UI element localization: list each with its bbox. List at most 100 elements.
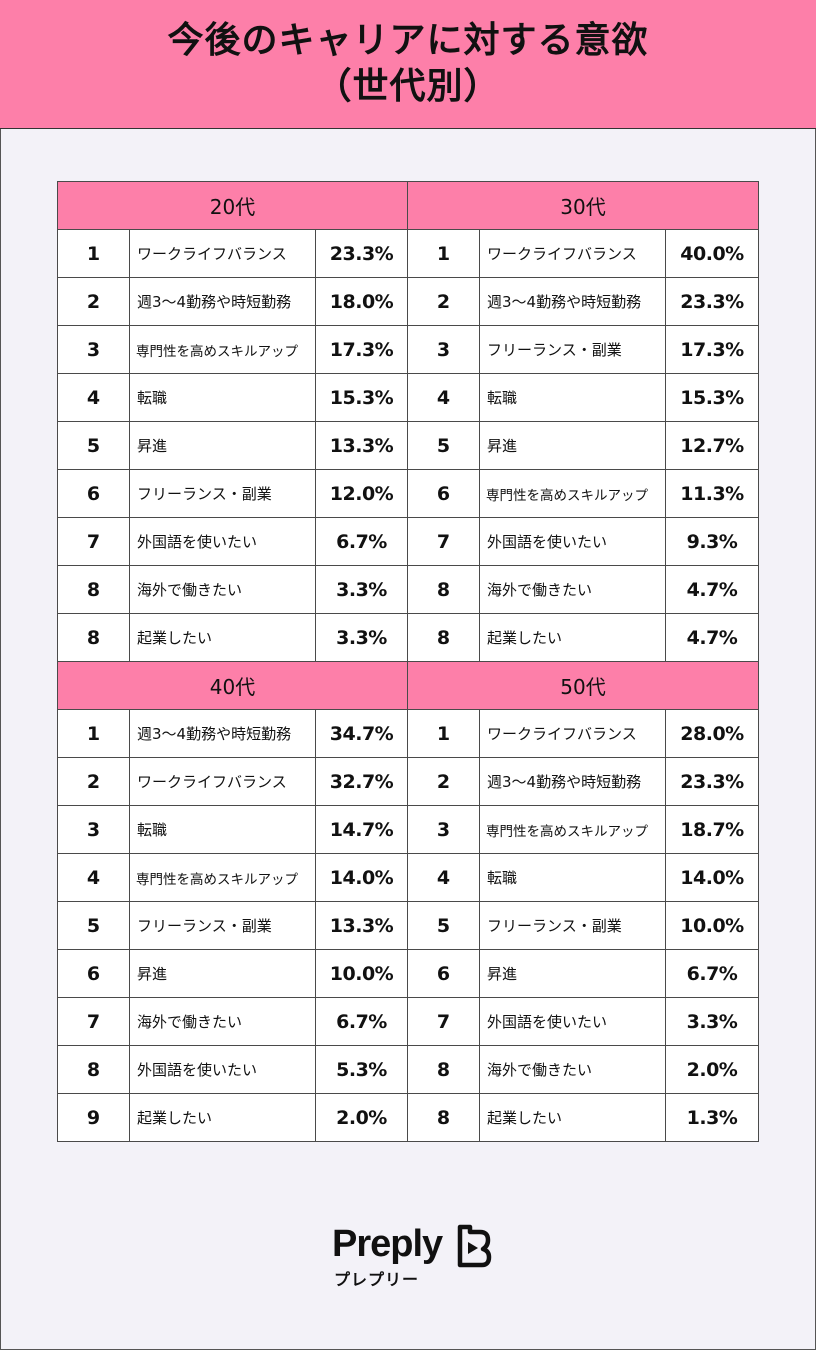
group-label: 40代 [57,661,408,710]
preply-logo: Preply プレプリー [332,1222,502,1292]
rank-cell: 6 [407,949,480,998]
item-cell: ワークライフバランス [479,709,666,758]
item-cell: 外国語を使いたい [479,997,666,1046]
percent-cell: 34.7% [315,709,408,758]
item-cell: 専門性を高めスキルアップ [479,805,666,854]
rank-cell: 6 [407,469,480,518]
title-banner: 今後のキャリアに対する意欲 （世代別） [0,0,816,129]
percent-cell: 11.3% [665,469,759,518]
table-row: 1 週3〜4勤務や時短勤務 34.7% 1 ワークライフバランス 28.0% [57,709,759,758]
percent-cell: 17.3% [315,325,408,374]
rank-cell: 8 [407,1045,480,1094]
item-cell: ワークライフバランス [129,757,316,806]
percent-cell: 4.7% [665,565,759,614]
title-line-2: （世代別） [315,66,501,107]
item-cell: 海外で働きたい [479,1045,666,1094]
percent-cell: 17.3% [665,325,759,374]
group-header-row: 20代 30代 [57,181,759,230]
item-cell: 起業したい [479,613,666,662]
percent-cell: 40.0% [665,229,759,278]
item-cell: フリーランス・副業 [129,469,316,518]
rank-cell: 2 [57,277,130,326]
percent-cell: 6.7% [315,997,408,1046]
item-cell: 専門性を高めスキルアップ [479,469,666,518]
table-row: 9 起業したい 2.0% 8 起業したい 1.3% [57,1093,759,1142]
rank-cell: 1 [407,709,480,758]
percent-cell: 9.3% [665,517,759,566]
rank-cell: 3 [407,325,480,374]
percent-cell: 13.3% [315,901,408,950]
rank-cell: 8 [57,613,130,662]
percent-cell: 12.7% [665,421,759,470]
rank-cell: 5 [407,421,480,470]
group-label: 20代 [57,181,408,230]
table-row: 4 専門性を高めスキルアップ 14.0% 4 転職 14.0% [57,853,759,902]
logo-kana: プレプリー [334,1270,420,1289]
table-row: 7 外国語を使いたい 6.7% 7 外国語を使いたい 9.3% [57,517,759,566]
group-header-row: 40代 50代 [57,661,759,710]
rank-cell: 2 [407,757,480,806]
percent-cell: 18.7% [665,805,759,854]
percent-cell: 1.3% [665,1093,759,1142]
percent-cell: 23.3% [665,277,759,326]
rank-cell: 8 [57,1045,130,1094]
item-cell: 海外で働きたい [129,997,316,1046]
item-cell: 転職 [129,373,316,422]
rank-cell: 2 [407,277,480,326]
percent-cell: 6.7% [665,949,759,998]
rank-cell: 3 [407,805,480,854]
rank-cell: 4 [57,373,130,422]
percent-cell: 15.3% [665,373,759,422]
item-cell: 昇進 [129,949,316,998]
item-cell: フリーランス・副業 [129,901,316,950]
item-cell: 起業したい [129,613,316,662]
item-cell: フリーランス・副業 [479,325,666,374]
percent-cell: 2.0% [665,1045,759,1094]
item-cell: 昇進 [479,949,666,998]
rank-cell: 7 [407,517,480,566]
percent-cell: 14.0% [665,853,759,902]
item-cell: 転職 [129,805,316,854]
item-cell: 外国語を使いたい [479,517,666,566]
item-cell: 専門性を高めスキルアップ [129,325,316,374]
rank-cell: 4 [407,853,480,902]
item-cell: 海外で働きたい [479,565,666,614]
percent-cell: 3.3% [315,565,408,614]
percent-cell: 14.7% [315,805,408,854]
ranking-table: 20代 30代 1 ワークライフバランス 23.3% 1 ワークライフバランス 40.0% 2 週… [57,181,759,1142]
item-cell: ワークライフバランス [129,229,316,278]
rank-cell: 5 [407,901,480,950]
table-row: 8 海外で働きたい 3.3% 8 海外で働きたい 4.7% [57,565,759,614]
rank-cell: 8 [57,565,130,614]
table-row: 4 転職 15.3% 4 転職 15.3% [57,373,759,422]
rank-cell: 1 [57,229,130,278]
percent-cell: 6.7% [315,517,408,566]
item-cell: 転職 [479,373,666,422]
percent-cell: 3.3% [665,997,759,1046]
percent-cell: 10.0% [315,949,408,998]
table-row: 3 転職 14.7% 3 専門性を高めスキルアップ 18.7% [57,805,759,854]
rank-cell: 8 [407,565,480,614]
percent-cell: 10.0% [665,901,759,950]
percent-cell: 3.3% [315,613,408,662]
percent-cell: 13.3% [315,421,408,470]
rank-cell: 2 [57,757,130,806]
rank-cell: 6 [57,469,130,518]
rank-cell: 7 [57,517,130,566]
percent-cell: 23.3% [315,229,408,278]
table-row: 1 ワークライフバランス 23.3% 1 ワークライフバランス 40.0% [57,229,759,278]
item-cell: 週3〜4勤務や時短勤務 [479,277,666,326]
item-cell: 海外で働きたい [129,565,316,614]
percent-cell: 15.3% [315,373,408,422]
table-row: 6 フリーランス・副業 12.0% 6 専門性を高めスキルアップ 11.3% [57,469,759,518]
item-cell: 起業したい [129,1093,316,1142]
logo-wordmark: Preply [332,1223,443,1265]
rank-cell: 1 [57,709,130,758]
item-cell: ワークライフバランス [479,229,666,278]
table-row: 8 外国語を使いたい 5.3% 8 海外で働きたい 2.0% [57,1045,759,1094]
percent-cell: 5.3% [315,1045,408,1094]
item-cell: 週3〜4勤務や時短勤務 [479,757,666,806]
item-cell: 週3〜4勤務や時短勤務 [129,709,316,758]
percent-cell: 4.7% [665,613,759,662]
rank-cell: 3 [57,805,130,854]
